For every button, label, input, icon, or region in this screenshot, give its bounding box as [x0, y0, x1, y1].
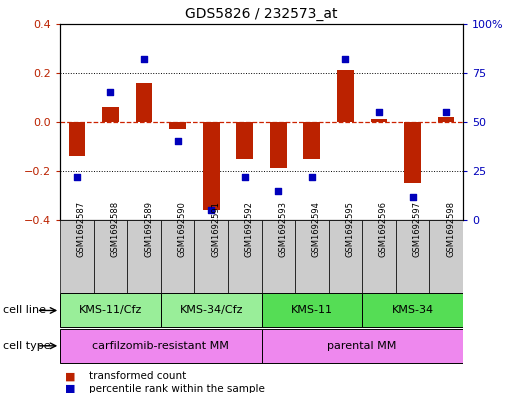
- Text: GSM1692590: GSM1692590: [178, 201, 187, 257]
- Text: GSM1692593: GSM1692593: [278, 201, 287, 257]
- Bar: [102, 107, 119, 122]
- Text: cell line: cell line: [3, 305, 46, 316]
- Text: ■: ■: [65, 371, 76, 382]
- Title: GDS5826 / 232573_at: GDS5826 / 232573_at: [185, 7, 338, 21]
- Bar: [135, 83, 152, 122]
- Point: [73, 174, 81, 180]
- Point: [341, 56, 349, 62]
- Bar: [303, 122, 320, 159]
- Text: percentile rank within the sample: percentile rank within the sample: [89, 384, 265, 393]
- Bar: [203, 122, 220, 210]
- Bar: [262, 294, 362, 327]
- Point: [207, 207, 215, 213]
- Bar: [236, 122, 253, 159]
- Text: GSM1692592: GSM1692592: [245, 201, 254, 257]
- Bar: [262, 220, 295, 293]
- Bar: [404, 122, 421, 183]
- Text: carfilzomib-resistant MM: carfilzomib-resistant MM: [93, 341, 229, 351]
- Bar: [270, 122, 287, 169]
- Point: [375, 109, 383, 115]
- Bar: [169, 122, 186, 129]
- Bar: [161, 294, 262, 327]
- Text: GSM1692597: GSM1692597: [413, 201, 422, 257]
- Text: GSM1692598: GSM1692598: [446, 201, 455, 257]
- Bar: [60, 294, 161, 327]
- Text: parental MM: parental MM: [327, 341, 397, 351]
- Point: [274, 187, 282, 194]
- Text: GSM1692589: GSM1692589: [144, 201, 153, 257]
- Text: GSM1692587: GSM1692587: [77, 201, 86, 257]
- Bar: [328, 220, 362, 293]
- Text: KMS-34: KMS-34: [391, 305, 434, 316]
- Bar: [371, 119, 388, 122]
- Point: [442, 109, 450, 115]
- Bar: [127, 220, 161, 293]
- Bar: [69, 122, 85, 156]
- Bar: [262, 329, 463, 363]
- Text: KMS-11: KMS-11: [291, 305, 333, 316]
- Text: GSM1692594: GSM1692594: [312, 201, 321, 257]
- Bar: [429, 220, 463, 293]
- Bar: [161, 220, 195, 293]
- Bar: [362, 294, 463, 327]
- Bar: [438, 117, 454, 122]
- Text: GSM1692588: GSM1692588: [110, 201, 119, 257]
- Text: GSM1692596: GSM1692596: [379, 201, 388, 257]
- Text: transformed count: transformed count: [89, 371, 186, 382]
- Point: [408, 193, 417, 200]
- Text: ■: ■: [65, 384, 76, 393]
- Text: KMS-11/Cfz: KMS-11/Cfz: [79, 305, 142, 316]
- Text: GSM1692591: GSM1692591: [211, 201, 220, 257]
- Text: cell type: cell type: [3, 341, 50, 351]
- Point: [308, 174, 316, 180]
- Point: [106, 89, 115, 95]
- Bar: [396, 220, 429, 293]
- Bar: [195, 220, 228, 293]
- Text: GSM1692595: GSM1692595: [345, 201, 355, 257]
- Bar: [228, 220, 262, 293]
- Bar: [362, 220, 396, 293]
- Text: KMS-34/Cfz: KMS-34/Cfz: [179, 305, 243, 316]
- Bar: [60, 329, 262, 363]
- Point: [174, 138, 182, 145]
- Bar: [337, 70, 354, 122]
- Bar: [94, 220, 127, 293]
- Point: [241, 174, 249, 180]
- Point: [140, 56, 148, 62]
- Bar: [295, 220, 328, 293]
- Bar: [60, 220, 94, 293]
